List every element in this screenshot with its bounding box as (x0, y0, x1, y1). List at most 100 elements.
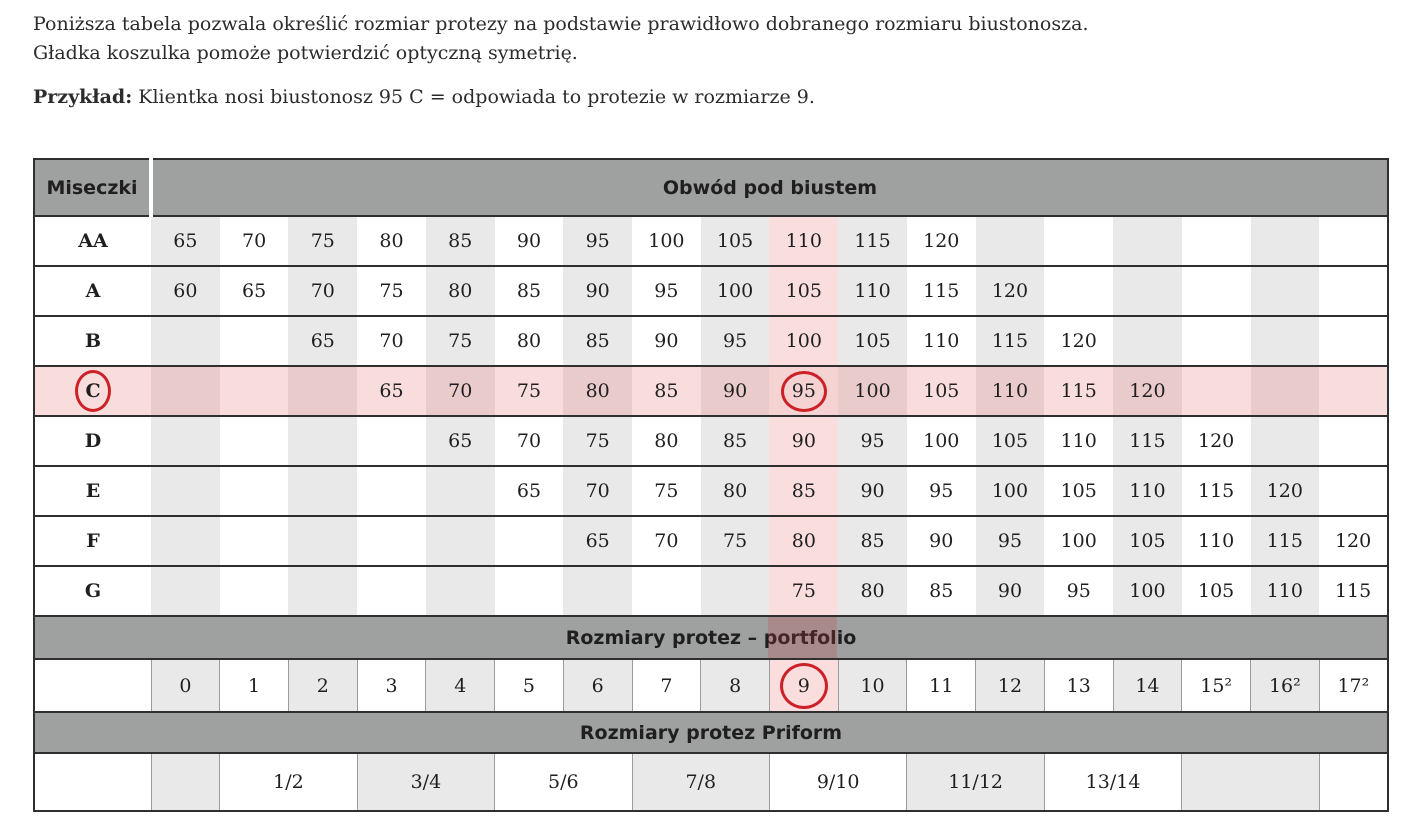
cup-cell-F-11: 90 (906, 515, 976, 566)
cup-cell-D-8: 85 (700, 415, 770, 466)
red-circle-portfolio-size: 9 (779, 662, 828, 709)
cup-cell-F-15: 110 (1181, 515, 1251, 566)
cup-cell-D-0 (151, 415, 220, 466)
cup-cell-C-16 (1250, 365, 1320, 416)
cup-label-E: E (34, 465, 151, 516)
cup-cell-G-14: 100 (1113, 565, 1182, 616)
cup-cell-B-15 (1181, 315, 1251, 366)
red-circle-underbust: 95 (780, 370, 827, 412)
cup-cell-D-9: 90 (769, 415, 839, 466)
cup-cell-B-8: 95 (700, 315, 770, 366)
cup-cell-A-0: 60 (151, 265, 220, 316)
cup-row-B: B 65 70 75 80 85 90 95 100 105 110 115 120 (34, 315, 1388, 366)
cup-cell-C-8: 90 (700, 365, 770, 416)
cup-cell-F-1 (219, 515, 289, 566)
cup-cell-E-5: 65 (494, 465, 564, 516)
cup-cell-A-4: 80 (425, 265, 495, 316)
cup-cell-A-2: 70 (288, 265, 358, 316)
cup-cell-E-9: 85 (769, 465, 839, 516)
cup-cell-E-0 (151, 465, 220, 516)
cup-row-F: F 65 70 75 80 85 90 95 100 105 110 115 120 (34, 515, 1388, 566)
cup-cell-A-17 (1319, 265, 1388, 316)
portfolio-size-cell-4: 4 (425, 658, 495, 712)
red-circle-cup-label: C (75, 370, 111, 412)
cup-cell-C-2 (288, 365, 358, 416)
cup-cell-D-7: 80 (632, 415, 701, 466)
cup-cell-E-6: 70 (563, 465, 633, 516)
cup-cell-A-9: 105 (769, 265, 839, 316)
cup-label-C: C (34, 365, 151, 416)
portfolio-size-cell-3: 3 (356, 658, 426, 712)
cup-cell-C-0 (151, 365, 220, 416)
portfolio-size-cell-1: 1 (219, 658, 289, 712)
cup-cell-AA-4: 85 (425, 215, 495, 266)
table-header-row: Miseczki Obwód pod biustem (34, 158, 1388, 216)
portfolio-size-cell-2: 2 (287, 658, 358, 712)
portfolio-size-cell-12: 12 (975, 658, 1045, 712)
cup-cell-G-15: 105 (1181, 565, 1251, 616)
cup-cell-F-5 (494, 515, 564, 566)
cup-cell-D-14: 115 (1113, 415, 1182, 466)
cup-cell-F-14: 105 (1113, 515, 1182, 566)
cup-cell-C-12: 110 (975, 365, 1045, 416)
cup-cell-AA-7: 100 (632, 215, 701, 266)
cup-cell-G-1 (219, 565, 289, 616)
cup-cell-E-14: 110 (1113, 465, 1182, 516)
cup-cell-F-6: 65 (563, 515, 633, 566)
portfolio-size-cell-7: 7 (631, 658, 701, 712)
cup-cell-D-5: 70 (494, 415, 564, 466)
cup-cell-B-12: 115 (975, 315, 1045, 366)
example-text: Klientka nosi biustonosz 95 C = odpowiad… (132, 86, 815, 108)
cup-cell-A-5: 85 (494, 265, 564, 316)
cup-cell-E-7: 75 (632, 465, 701, 516)
cup-cell-F-0 (151, 515, 220, 566)
cup-cell-C-17 (1319, 365, 1388, 416)
cup-cell-C-15 (1181, 365, 1251, 416)
portfolio-size-cell-5: 5 (494, 658, 564, 712)
cup-row-E: E 65 70 75 80 85 90 95 100 105 110 115 120 (34, 465, 1388, 516)
cup-cell-F-9: 80 (769, 515, 839, 566)
cup-cell-D-1 (219, 415, 289, 466)
cup-cell-A-12: 120 (975, 265, 1045, 316)
cup-row-G: G 75 80 85 90 95 100 105 110 115 (34, 565, 1388, 616)
cup-cell-F-7: 70 (632, 515, 701, 566)
priform-range-cell-1 (150, 752, 220, 811)
cup-cell-G-9: 75 (769, 565, 839, 616)
cup-cell-E-15: 115 (1181, 465, 1251, 516)
cup-cell-E-1 (219, 465, 289, 516)
cup-cell-B-5: 80 (494, 315, 564, 366)
cup-cell-AA-0: 65 (151, 215, 220, 266)
cup-label-AA: AA (34, 215, 151, 266)
cup-cell-D-15: 120 (1181, 415, 1251, 466)
example-paragraph: Przykład: Klientka nosi biustonosz 95 C … (33, 83, 1388, 112)
cup-cell-F-13: 100 (1044, 515, 1114, 566)
portfolio-band-cell: Rozmiary protez – portfolio (34, 615, 1388, 659)
cup-cell-C-13: 115 (1044, 365, 1114, 416)
portfolio-band-row: Rozmiary protez – portfolio (34, 615, 1388, 659)
cup-cell-E-13: 105 (1044, 465, 1114, 516)
cup-cell-E-3 (357, 465, 426, 516)
cup-cell-D-4: 65 (425, 415, 495, 466)
cup-cell-G-2 (288, 565, 358, 616)
cup-cell-A-7: 95 (632, 265, 701, 316)
portfolio-size-cell-11: 11 (906, 658, 976, 712)
cup-cell-G-10: 80 (838, 565, 907, 616)
cup-cell-A-8: 100 (700, 265, 770, 316)
cup-cell-A-14 (1113, 265, 1182, 316)
cup-cell-C-14: 120 (1113, 365, 1182, 416)
portfolio-size-cell-10: 10 (837, 658, 907, 712)
cup-cell-AA-14 (1113, 215, 1182, 266)
cup-cell-A-13 (1044, 265, 1114, 316)
cup-rows-body: AA 65 70 75 80 85 90 95 100 105 110 115 120 A 60 65 70 75… (34, 215, 1388, 616)
priform-range-cell-3: 3/4 (356, 752, 495, 811)
cup-cell-B-13: 120 (1044, 315, 1114, 366)
cup-cell-D-17 (1319, 415, 1388, 466)
portfolio-sizes-row: 0 1 2 3 4 5 6 7 8 9 10 11 12 13 14 15² 16² 17² (34, 658, 1388, 712)
cup-cell-AA-3: 80 (357, 215, 426, 266)
priform-range-cell-7: 11/12 (906, 752, 1045, 811)
portfolio-size-cell-8: 8 (700, 658, 770, 712)
priform-range-cell-8: 13/14 (1043, 752, 1182, 811)
cup-cell-AA-16 (1250, 215, 1320, 266)
cup-cell-G-7 (632, 565, 701, 616)
portfolio-size-cell-17: 17² (1318, 658, 1388, 712)
